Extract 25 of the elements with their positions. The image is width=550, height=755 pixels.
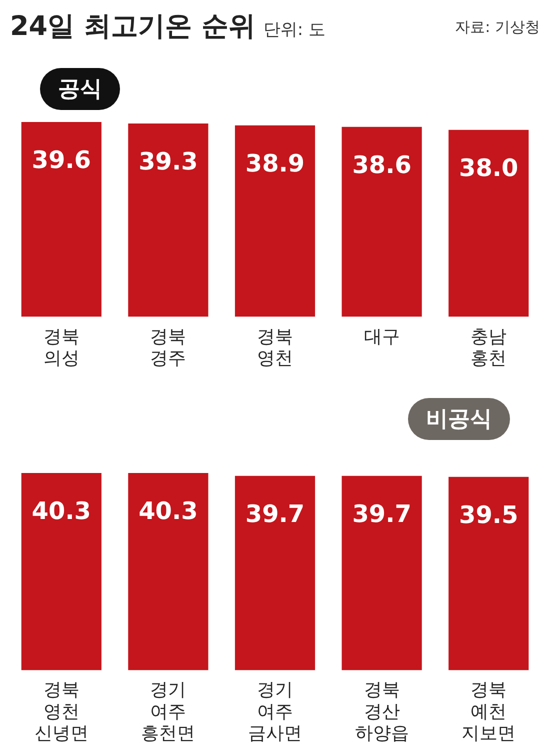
data-label: 39.7 [352,500,412,528]
x-tick-label: 대구 [364,326,400,348]
data-label: 38.9 [245,150,305,178]
data-label: 39.6 [32,146,92,174]
data-label: 38.0 [458,154,518,182]
data-label: 40.3 [32,497,92,526]
data-label: 39.5 [458,501,518,530]
x-tick-label: 충남 홍천 [470,326,507,369]
data-label: 39.3 [138,148,198,176]
text: 자료: 기상청 [455,18,540,37]
speech-bubble: 비공식 [408,398,510,440]
speech-bubble: 공식 [40,68,120,110]
x-tick-label: 경기 여주 흥천면 [141,680,196,744]
x-tick-label: 경북 예천 지보면 [462,680,516,744]
data-label: 39.7 [245,500,305,528]
x-tick-label: 경북 경주 [150,326,186,369]
x-tick-label: 경북 영천 신녕면 [34,680,88,744]
chart-title: 24일 최고기온 순위 [10,11,256,42]
data-label: 40.3 [138,497,198,526]
x-tick-label: 경북 의성 [43,326,80,369]
chart-subtitle: 단위: 도 [263,20,326,40]
x-tick-label: 경기 여주 금사면 [248,680,302,744]
data-label: 38.6 [352,151,412,180]
x-tick-label: 경북 경산 하양읍 [354,680,409,744]
x-tick-label: 경북 영천 [257,326,293,369]
